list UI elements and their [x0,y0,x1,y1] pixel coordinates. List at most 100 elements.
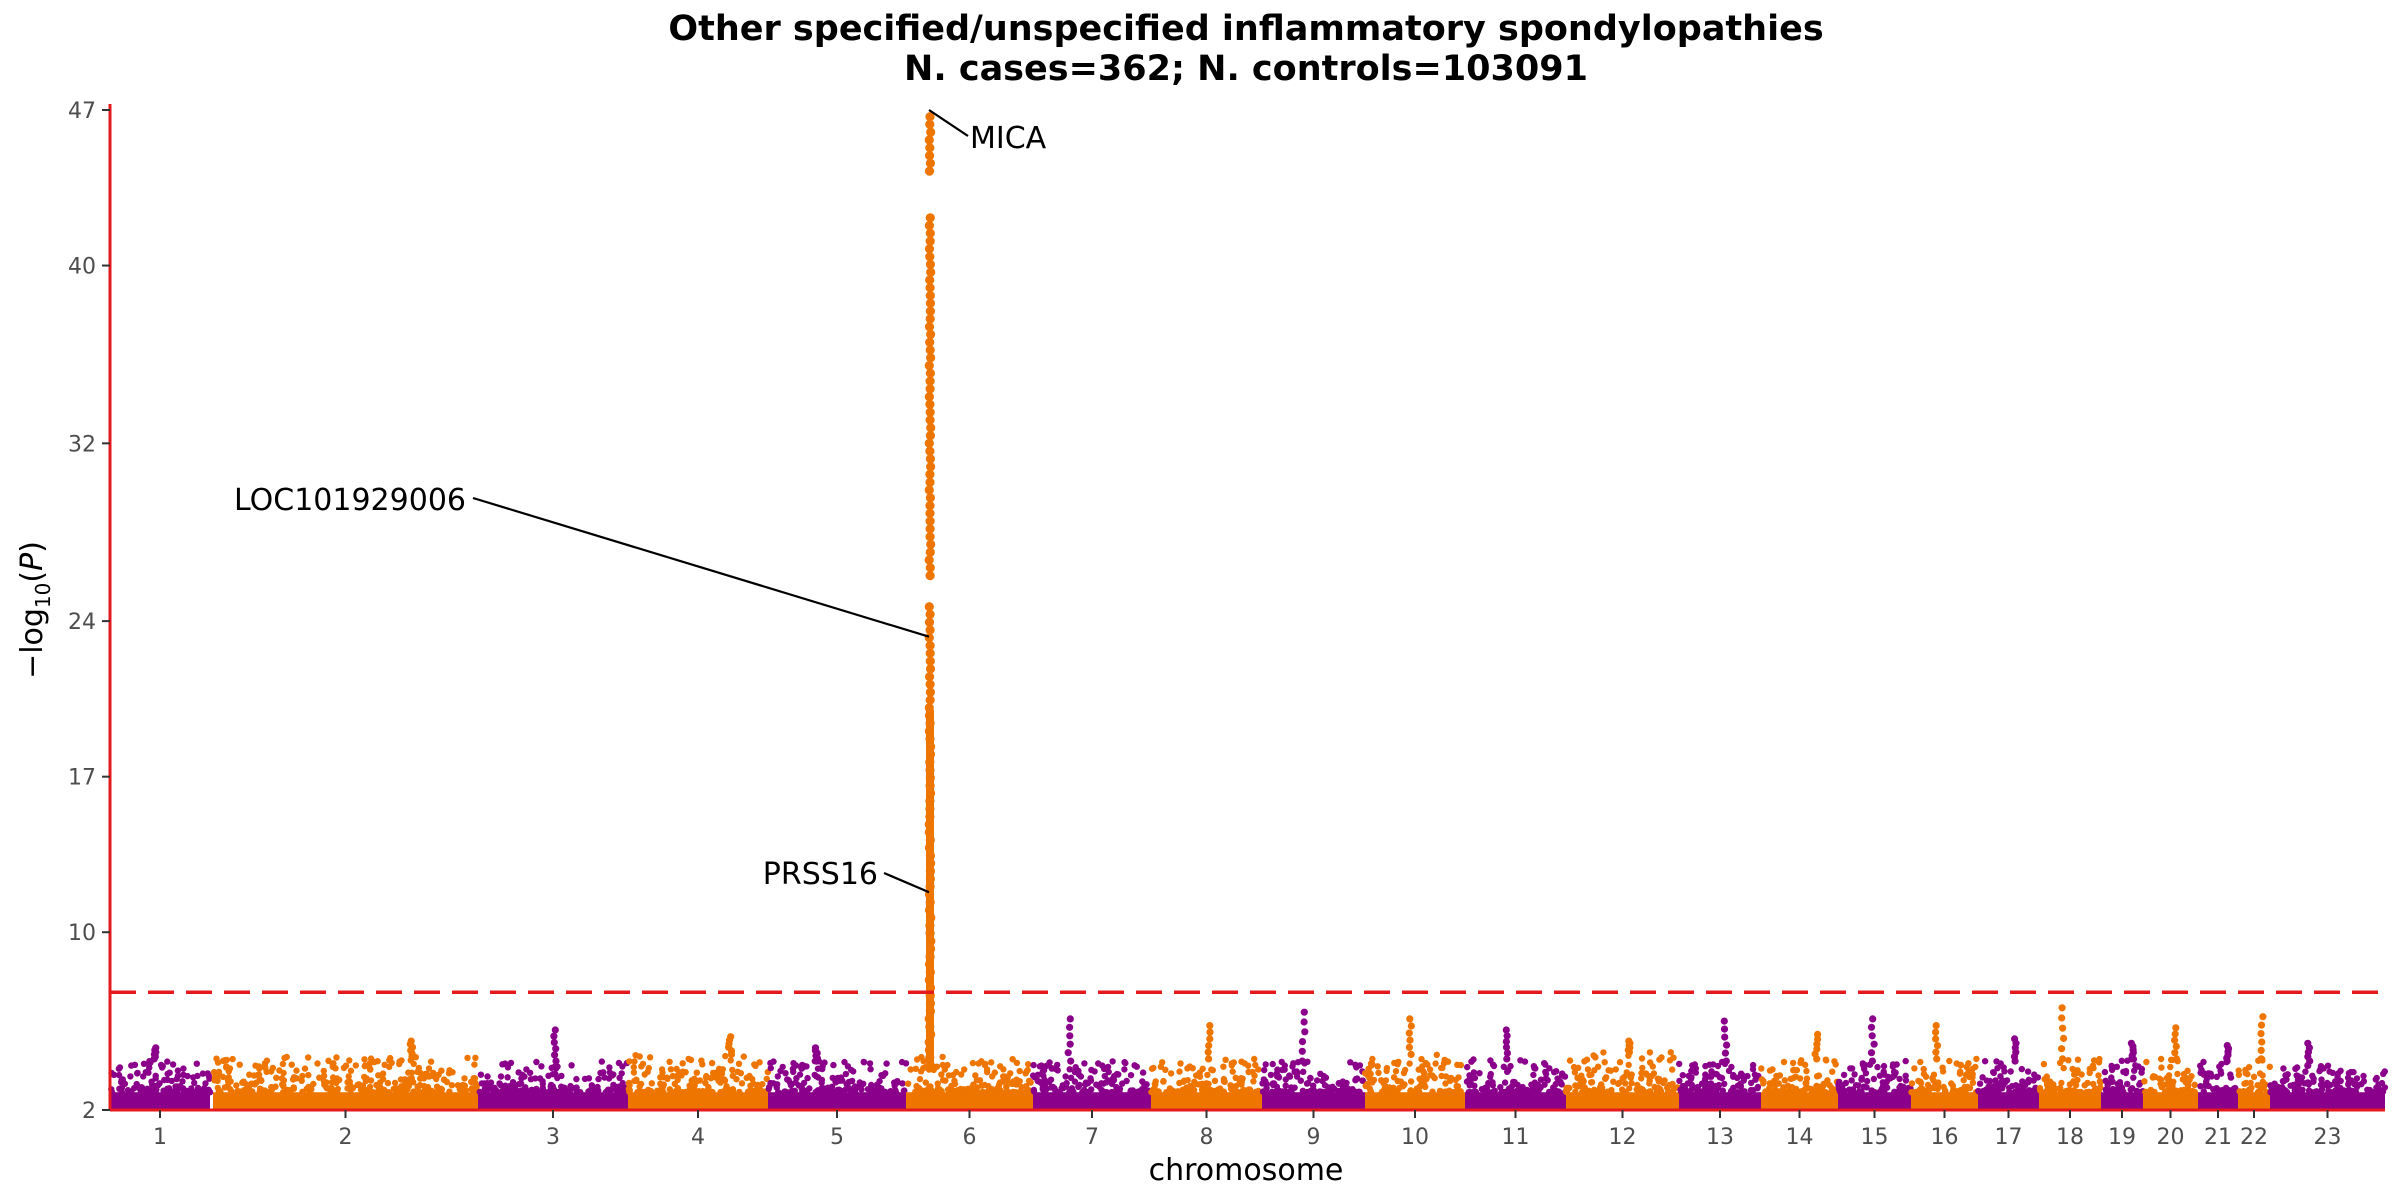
peak-point [1720,1017,1728,1025]
point [1752,1076,1759,1083]
point [1438,1064,1445,1072]
point [1976,1080,1984,1087]
point [2236,1088,2243,1095]
chromosome-6-points [904,1053,1034,1110]
point [1802,1080,1809,1087]
point [1855,1082,1862,1089]
point [1504,1068,1511,1076]
point [1932,1079,1939,1086]
point [686,1082,693,1089]
x-tick-label: 17 [1995,1125,2023,1150]
point [1052,1087,1059,1094]
point [1669,1066,1676,1073]
point [1418,1055,1425,1063]
point [214,1059,222,1066]
svg-text:−log10(P): −log10(P) [15,541,55,679]
point [539,1080,546,1088]
point [639,1060,647,1068]
point [1604,1088,1611,1095]
point [738,1080,746,1087]
point [606,1064,613,1071]
x-tick-label: 7 [1085,1125,1099,1150]
point [1790,1067,1797,1074]
point [435,1071,442,1078]
point [1769,1081,1777,1088]
point [1353,1064,1360,1071]
point [1116,1085,1124,1093]
point [381,1061,388,1069]
point [614,1083,621,1091]
point [1999,1077,2006,1084]
point [1998,1085,2006,1092]
point [448,1082,456,1089]
point [1269,1060,1276,1068]
point [1016,1078,1023,1085]
point [597,1069,604,1077]
point [2184,1089,2191,1096]
peak-point [1298,1038,1307,1046]
peak-point [924,975,934,985]
point [2217,1070,2225,1077]
point [357,1086,365,1094]
point [1472,1088,1479,1096]
point [2327,1089,2335,1096]
point [1602,1075,1609,1083]
point [1008,1080,1016,1088]
point [814,1065,822,1072]
point [396,1060,403,1068]
point [2360,1072,2367,1080]
point [2373,1074,2380,1082]
peak-point [924,905,935,915]
point [1205,1085,1212,1093]
point [1666,1057,1674,1064]
point [1501,1079,1509,1086]
point [573,1075,580,1083]
point [873,1081,881,1088]
point [1062,1083,1070,1090]
point [1109,1058,1116,1065]
peak-point [1066,1015,1074,1023]
peak-point [925,143,935,153]
peak-point [925,415,935,425]
point [366,1083,374,1091]
point [1299,1087,1307,1095]
point [223,1064,230,1071]
point [1831,1058,1838,1065]
point [616,1074,623,1082]
chart-subtitle: N. cases=362; N. controls=103091 [904,49,1588,89]
point [1268,1088,1276,1096]
x-tick-label: 18 [2056,1125,2084,1150]
peak-point [924,322,935,332]
point [1455,1074,1462,1081]
chromosome-8-points [1148,1022,1264,1110]
point [280,1069,287,1077]
point [1229,1068,1236,1075]
peak-point [2258,1038,2266,1046]
point [1313,1077,1321,1084]
peak-point [924,555,934,565]
peak-point [925,119,935,129]
point [2086,1069,2093,1077]
peak-point [925,718,935,728]
peak-point [925,695,935,705]
point [709,1069,717,1077]
peak-point [2257,1046,2265,1054]
point [1749,1061,1757,1069]
data-points [108,112,2389,1110]
point [2141,1078,2148,1085]
peak-point [1503,1049,1511,1057]
point [699,1087,706,1095]
point [850,1088,857,1095]
point [664,1075,671,1083]
point [1896,1075,1903,1083]
point [1401,1066,1409,1074]
point [1835,1085,1843,1093]
point [1087,1077,1095,1084]
point [1917,1078,1924,1085]
point [669,1072,676,1080]
point [1797,1075,1804,1082]
point [2334,1073,2341,1081]
point [1470,1069,1478,1076]
point [1564,1084,1572,1092]
peak-point [925,641,935,651]
